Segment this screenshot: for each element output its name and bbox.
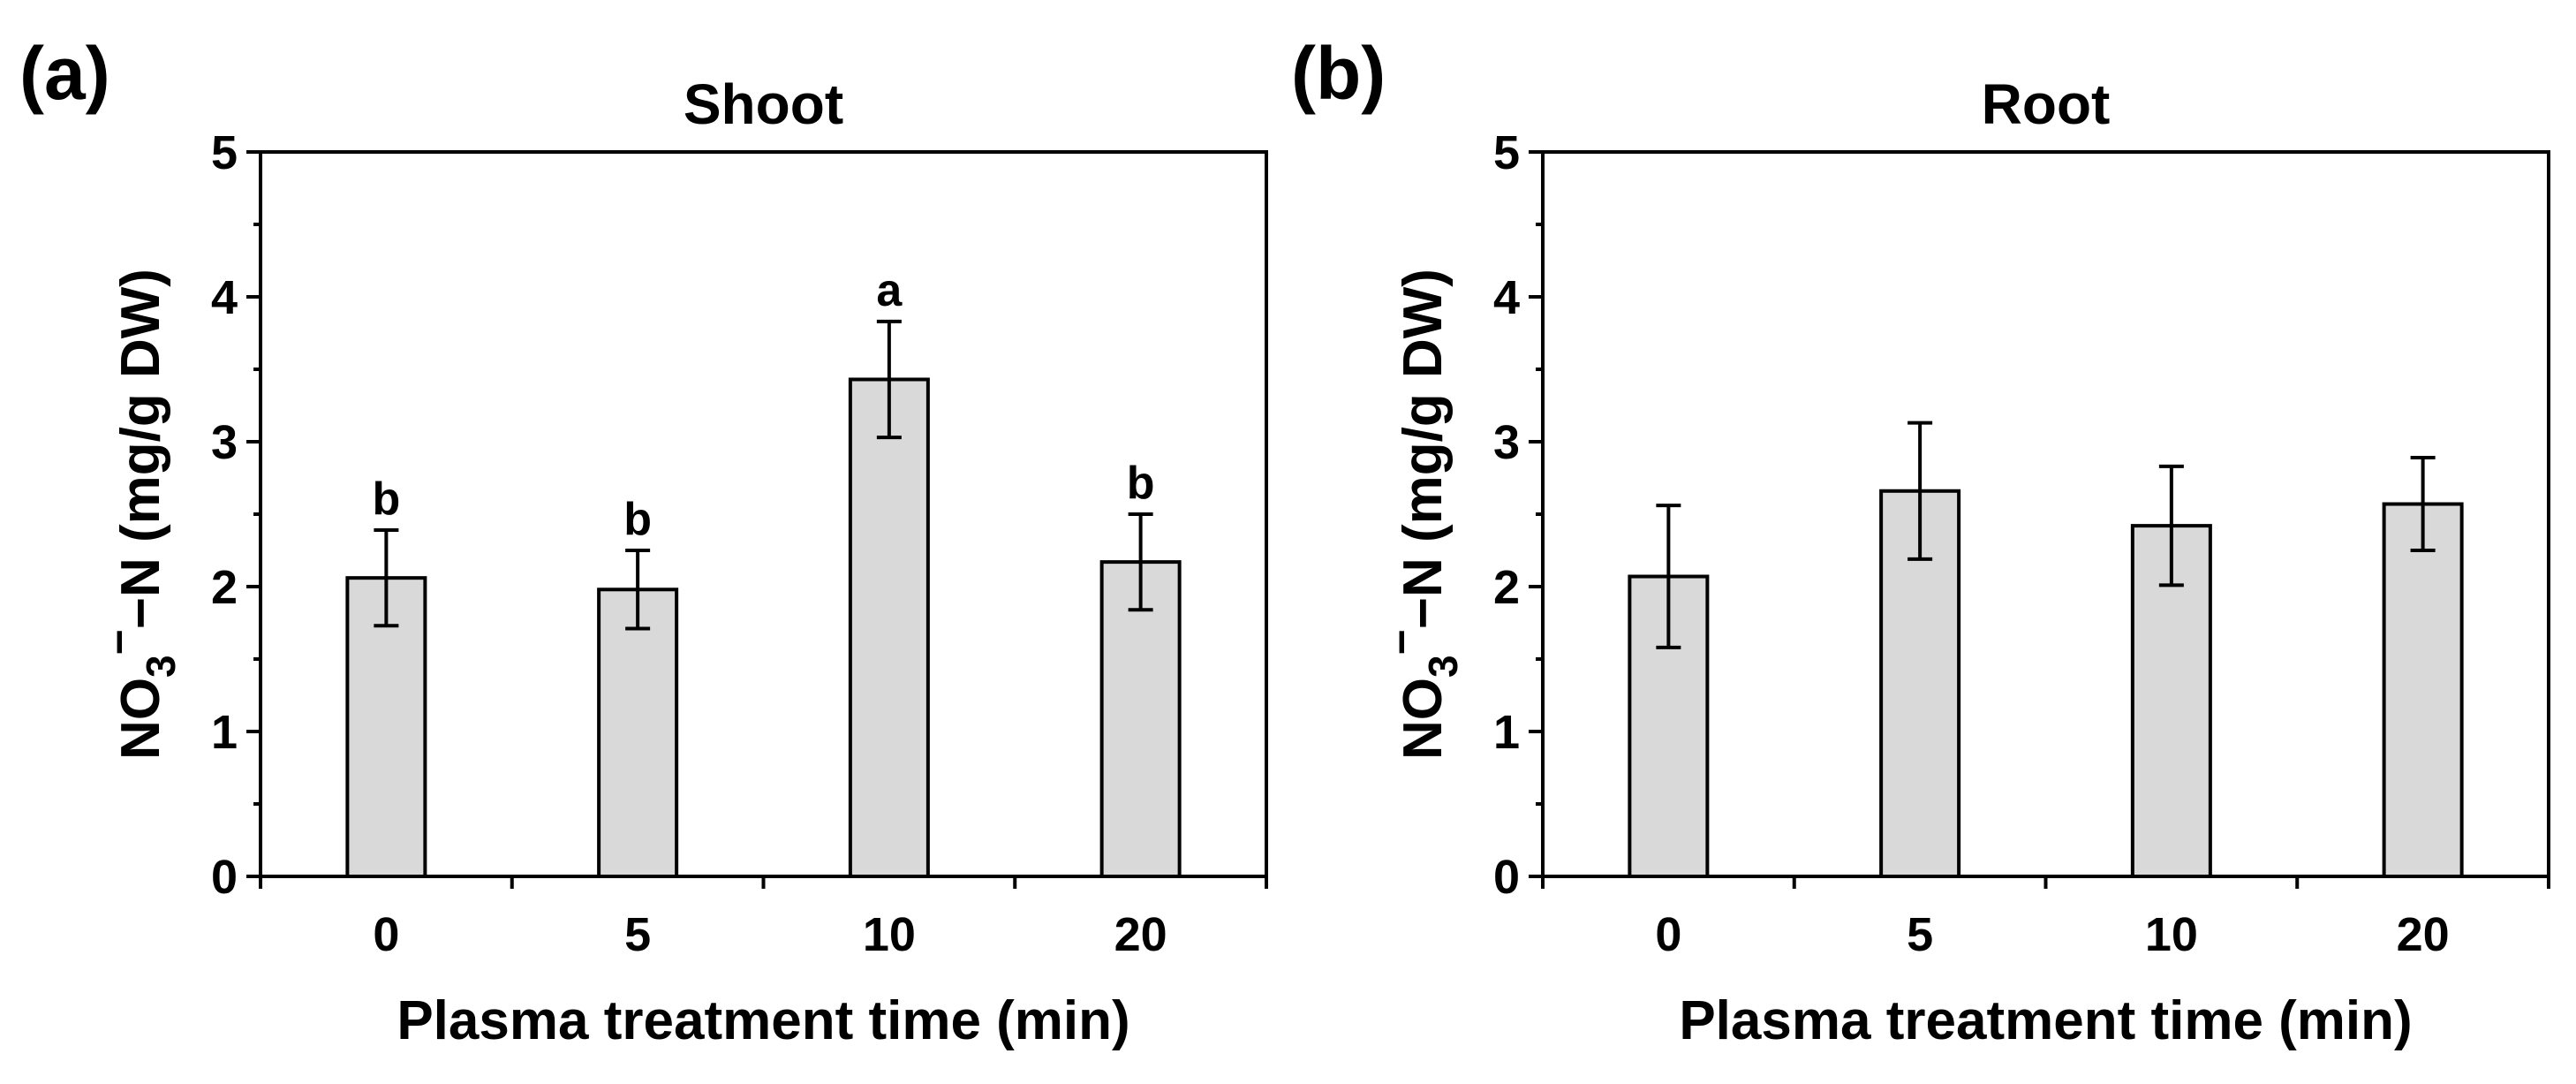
x-axis-title: Plasma treatment time (min) [1679, 990, 2412, 1051]
significance-label-10: a [876, 265, 903, 316]
y-tick-label: 1 [211, 706, 238, 759]
bar-5 [597, 587, 679, 879]
y-tick-label: 4 [1493, 271, 1520, 324]
y-axis-title-main: NO [1393, 678, 1454, 760]
y-axis-title-superscript: − [1377, 629, 1426, 655]
y-tick-label: 4 [211, 271, 238, 324]
y-axis-title-subscript: 3 [1420, 655, 1466, 678]
chart-panel-a: (a) Shoot 0 1 2 3 4 5 b 0 b 5 a 10 b 20 Plasma treatment… [19, 32, 1268, 1051]
x-tick-label: 20 [1114, 908, 1167, 961]
y-axis-title-subscript: 3 [138, 655, 184, 678]
x-tick-label: 0 [1655, 908, 1681, 961]
chart-title: Root [1982, 72, 2111, 136]
bar-0 [345, 576, 427, 878]
bar-20 [1099, 560, 1182, 878]
x-tick-label: 20 [2397, 908, 2450, 961]
chart-panel-b: (b) Root 0 1 2 3 4 5 0 5 10 20 Plasma treatment time… [1291, 32, 2550, 1051]
y-tick-label: 1 [1493, 706, 1520, 759]
y-tick-label: 0 [1493, 851, 1520, 904]
y-axis-title: NO3−−N (mg/g DW) [94, 269, 184, 760]
x-tick-label: 0 [373, 908, 399, 961]
y-tick-label: 2 [211, 561, 238, 614]
y-tick-label: 0 [211, 851, 238, 904]
x-tick-label: 5 [624, 908, 651, 961]
x-axis-title: Plasma treatment time (min) [397, 990, 1129, 1051]
panel-label: (a) [19, 32, 110, 115]
x-tick-label: 5 [1907, 908, 1933, 961]
x-tick-label: 10 [2145, 908, 2198, 961]
y-axis-title-rest: −N (mg/g DW) [110, 269, 171, 629]
y-tick-label: 3 [211, 416, 238, 469]
bar-20 [2382, 502, 2464, 879]
panel-label: (b) [1291, 32, 1386, 115]
significance-label-5: b [623, 494, 652, 545]
y-axis-title-rest: −N (mg/g DW) [1393, 269, 1454, 629]
y-tick-label: 3 [1493, 416, 1520, 469]
significance-label-20: b [1127, 458, 1155, 509]
bar-10 [848, 377, 930, 879]
y-axis-title: NO3−−N (mg/g DW) [1377, 269, 1466, 760]
y-axis-title-main: NO [110, 678, 171, 760]
y-tick-label: 5 [1493, 126, 1520, 179]
y-axis-title-superscript: − [94, 629, 144, 655]
y-tick-label: 5 [211, 126, 238, 179]
chart-title: Shoot [684, 72, 843, 136]
significance-label-0: b [372, 474, 400, 525]
y-tick-label: 2 [1493, 561, 1520, 614]
x-tick-label: 10 [863, 908, 916, 961]
